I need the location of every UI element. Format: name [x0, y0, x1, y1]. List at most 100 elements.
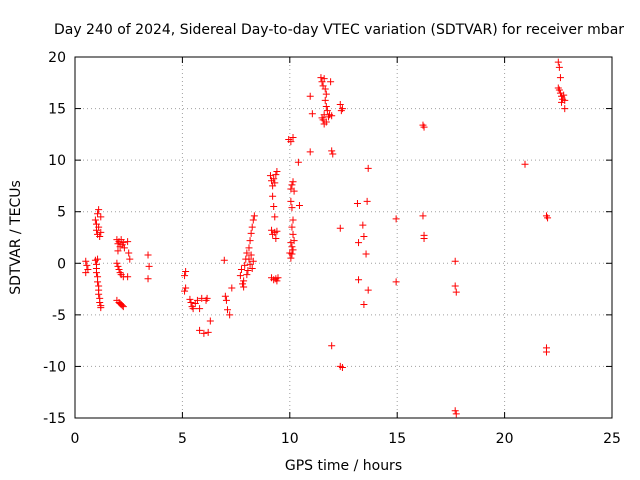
data-point	[328, 112, 336, 120]
data-point	[115, 265, 123, 273]
data-point	[321, 96, 329, 104]
data-point	[224, 306, 232, 314]
data-point	[243, 271, 251, 279]
data-point	[556, 74, 564, 82]
data-point	[288, 243, 296, 251]
data-point	[288, 181, 296, 189]
data-point	[555, 63, 563, 71]
data-point	[271, 213, 279, 221]
data-point	[420, 235, 428, 243]
data-layer	[82, 58, 569, 418]
data-point	[186, 295, 194, 303]
data-point	[182, 268, 190, 276]
data-point	[221, 292, 229, 300]
data-point	[392, 278, 400, 286]
data-point	[360, 301, 368, 309]
data-point	[364, 286, 372, 294]
data-point	[271, 179, 279, 187]
data-point	[240, 277, 248, 285]
data-point	[336, 224, 344, 232]
data-point	[554, 58, 562, 66]
data-point	[290, 187, 298, 195]
data-point	[289, 178, 297, 186]
data-point	[327, 78, 335, 86]
data-point	[360, 232, 368, 240]
data-point	[187, 298, 195, 306]
data-point	[363, 197, 371, 205]
y-axis-label: SDTVAR / TECUs	[8, 180, 24, 295]
data-point	[521, 160, 529, 168]
data-point	[248, 223, 256, 231]
data-point	[124, 238, 132, 246]
data-point	[328, 342, 336, 350]
data-point	[144, 275, 152, 283]
data-point	[544, 214, 552, 222]
data-point	[295, 202, 303, 210]
data-point	[126, 255, 134, 263]
data-point	[558, 98, 566, 106]
data-point	[289, 216, 297, 224]
data-point	[240, 283, 248, 291]
data-point	[200, 329, 208, 337]
data-point	[246, 237, 254, 245]
data-point	[336, 100, 344, 108]
y-tick-label: 20	[48, 50, 66, 66]
data-point	[287, 197, 295, 205]
data-point	[119, 239, 127, 247]
data-point	[273, 227, 281, 235]
data-point	[560, 91, 568, 99]
data-point	[451, 257, 459, 265]
data-point	[289, 133, 297, 141]
data-point	[97, 213, 105, 221]
data-point	[338, 363, 346, 371]
data-point	[92, 269, 100, 277]
y-tick-label: -10	[43, 359, 66, 375]
data-point	[273, 167, 281, 175]
data-point	[542, 348, 550, 356]
data-point	[82, 257, 90, 265]
data-point	[273, 277, 281, 285]
data-point	[241, 261, 249, 269]
data-point	[328, 147, 336, 155]
data-point	[226, 311, 234, 319]
data-point	[355, 239, 363, 247]
data-point	[189, 305, 197, 313]
tick-layer: 0 5 10 15 20 25 -15 -10 -5 0 5 10 15 20	[43, 50, 621, 447]
data-point	[239, 280, 247, 288]
data-point	[561, 105, 569, 113]
data-point	[272, 171, 280, 179]
data-point	[288, 204, 296, 212]
data-point	[94, 210, 102, 218]
data-point	[203, 294, 211, 302]
x-tick-label: 25	[603, 431, 621, 447]
data-point	[118, 302, 126, 310]
data-point	[306, 148, 314, 156]
data-point	[181, 272, 189, 280]
data-point	[266, 172, 274, 180]
data-point	[91, 216, 99, 224]
y-tick-label: 0	[57, 256, 66, 272]
data-point	[294, 158, 302, 166]
data-point	[247, 251, 255, 259]
y-tick-label: -5	[52, 308, 66, 324]
data-point	[94, 255, 102, 263]
data-point	[82, 269, 90, 277]
data-point	[228, 284, 236, 292]
data-point	[83, 261, 91, 269]
data-point	[392, 215, 400, 223]
x-tick-label: 0	[71, 431, 80, 447]
data-point	[243, 249, 251, 257]
data-point	[95, 206, 103, 214]
data-point	[321, 85, 329, 93]
x-tick-label: 5	[178, 431, 187, 447]
data-point	[451, 282, 459, 290]
data-point	[287, 239, 295, 247]
data-point	[247, 229, 255, 237]
data-point	[181, 287, 189, 295]
data-point	[119, 303, 127, 311]
data-point	[248, 264, 256, 272]
chart-title: Day 240 of 2024, Sidereal Day-to-day VTE…	[54, 22, 624, 38]
data-point	[145, 262, 153, 270]
data-point	[222, 296, 230, 304]
data-point	[270, 203, 278, 211]
